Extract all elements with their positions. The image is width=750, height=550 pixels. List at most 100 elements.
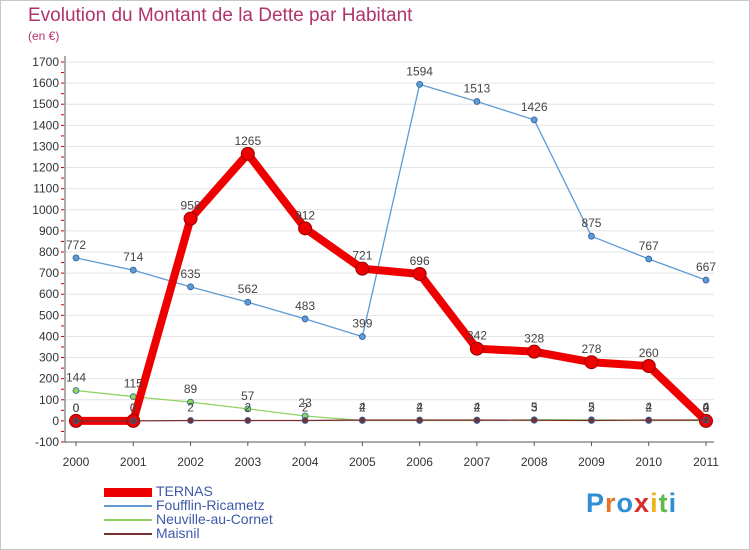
data-label: 5 [588,400,595,414]
data-label: 260 [639,346,659,360]
x-tick-label: 2004 [292,455,319,469]
legend-swatch [104,487,152,497]
x-tick-label: 2000 [63,455,90,469]
data-point [473,98,481,105]
chart-subtitle: (en €) [28,29,60,43]
data-point [702,276,710,284]
data-label: 2 [244,400,251,414]
data-label: 5 [531,400,538,414]
y-tick-label: 500 [39,308,59,322]
data-point [301,315,309,323]
data-label: 342 [467,329,487,343]
data-label: 115 [124,377,143,391]
series-line-ternas [72,149,710,425]
data-point [473,416,481,424]
data-label: 767 [639,239,659,253]
y-tick-label: 0 [52,414,59,428]
data-point [645,416,653,424]
data-point [298,221,313,236]
y-tick-label: -100 [35,435,59,449]
data-label: 57 [241,389,255,403]
x-tick-label: 2001 [120,455,147,469]
series-line-maisnil [75,419,707,422]
data-point [584,355,599,370]
data-label: 144 [66,370,86,384]
data-point [187,283,194,291]
x-tick-label: 2005 [349,455,376,469]
data-point [416,416,424,424]
x-tick-label: 2006 [406,455,433,469]
series-line-neuville-au-cornet [75,389,707,422]
x-tick-label: 2002 [177,455,204,469]
y-tick-label: 1400 [32,118,59,132]
brand-logo: Proxiti [586,488,678,518]
data-point [72,254,80,262]
y-tick-label: 300 [39,351,59,365]
data-label: 667 [696,260,716,274]
data-label: 714 [123,250,143,264]
y-tick-label: 700 [39,266,59,280]
data-label: 0 [73,401,80,415]
data-point [358,333,366,341]
data-point [530,116,538,124]
y-tick-label: 600 [39,287,59,301]
data-label: 328 [524,332,544,346]
data-label: 1594 [406,64,433,78]
data-label: 772 [66,238,86,252]
data-label: 2 [302,400,309,414]
y-tick-label: 400 [39,329,59,343]
y-tick-label: 1600 [32,76,59,90]
data-point [645,255,653,263]
data-point [301,417,309,424]
legend-swatch [104,505,152,507]
legend-swatch [104,519,152,521]
data-point [469,341,484,356]
data-point [641,359,656,373]
data-point [527,344,542,359]
data-label: 2 [703,400,710,414]
data-label: 0 [130,401,137,415]
data-label: 2 [645,400,652,414]
data-point [187,398,194,406]
data-label: 635 [181,267,201,281]
y-tick-label: 100 [39,393,59,407]
data-label: 399 [352,317,372,331]
data-label: 3 [531,400,538,414]
data-label: 2 [359,400,366,414]
x-tick-label: 2007 [464,455,491,469]
data-label: 1265 [234,134,261,148]
data-label: 912 [295,208,315,222]
x-tick-label: 2009 [578,455,605,469]
data-label: 278 [581,342,601,356]
data-point [72,387,80,394]
data-label: 4 [359,400,366,414]
y-tick-label: 1000 [32,203,59,217]
data-label: 4 [703,400,710,414]
data-point [530,416,538,424]
data-label: 2 [187,400,194,414]
data-label: 2 [416,400,423,414]
data-label: 4 [474,400,481,414]
data-label: 2 [474,400,481,414]
data-point [129,266,137,274]
data-point [358,416,366,424]
data-point [183,211,198,226]
y-tick-label: 1200 [32,161,59,175]
data-point [187,417,194,424]
x-tick-label: 2008 [521,455,548,469]
data-label: 0 [130,401,137,415]
data-label: 958 [181,199,201,213]
legend-label: TERNAS [156,483,213,499]
data-point [244,298,252,306]
y-tick-label: 1500 [32,97,59,111]
chart-title: Evolution du Montant de la Dette par Hab… [28,5,413,26]
data-label: 562 [238,282,258,296]
data-label: 23 [298,396,312,410]
data-label: 0 [73,401,80,415]
legend-label: Neuville-au-Cornet [156,511,273,527]
y-tick-label: 900 [39,224,59,238]
data-label: 2 [588,400,595,414]
y-tick-label: 1700 [32,55,59,69]
y-tick-label: 1100 [33,182,59,196]
